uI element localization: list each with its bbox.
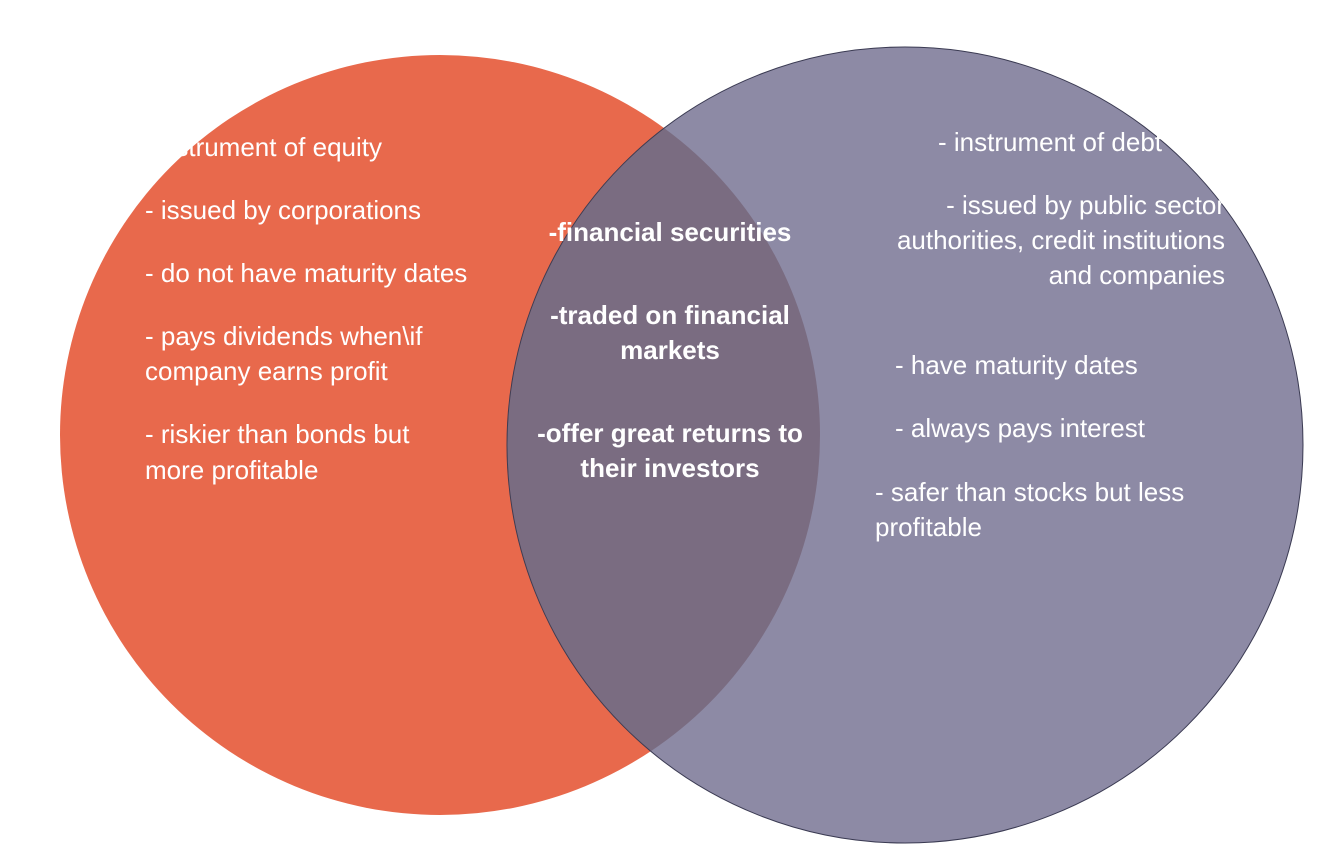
center-item: -offer great returns to their investors (520, 416, 820, 486)
venn-diagram: -Instrument of equity - issued by corpor… (0, 0, 1340, 868)
left-item: - do not have maturity dates (145, 256, 475, 291)
right-items: - instrument of debt - issued by public … (875, 125, 1225, 545)
center-item: -financial securities (520, 215, 820, 250)
left-items: -Instrument of equity - issued by corpor… (145, 130, 475, 488)
right-item: - safer than stocks but less profitable (875, 475, 1225, 545)
left-item: - issued by corporations (145, 193, 475, 228)
center-item: -traded on financial markets (520, 298, 820, 368)
left-item: - riskier than bonds but more profitable (145, 417, 475, 487)
center-items: -financial securities -traded on financi… (520, 215, 820, 486)
left-item: -Instrument of equity (145, 130, 475, 165)
right-item: - issued by public sector authorities, c… (875, 188, 1225, 293)
right-item: - always pays interest (875, 411, 1225, 446)
right-item: - instrument of debt (875, 125, 1225, 160)
right-item: - have maturity dates (875, 348, 1225, 383)
left-item: - pays dividends when\if company earns p… (145, 319, 475, 389)
